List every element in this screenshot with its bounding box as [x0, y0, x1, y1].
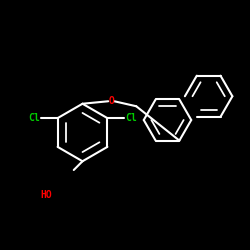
Text: Cl: Cl — [28, 113, 40, 123]
Text: HO: HO — [41, 190, 52, 200]
Text: Cl: Cl — [125, 113, 137, 123]
Text: O: O — [108, 96, 114, 106]
